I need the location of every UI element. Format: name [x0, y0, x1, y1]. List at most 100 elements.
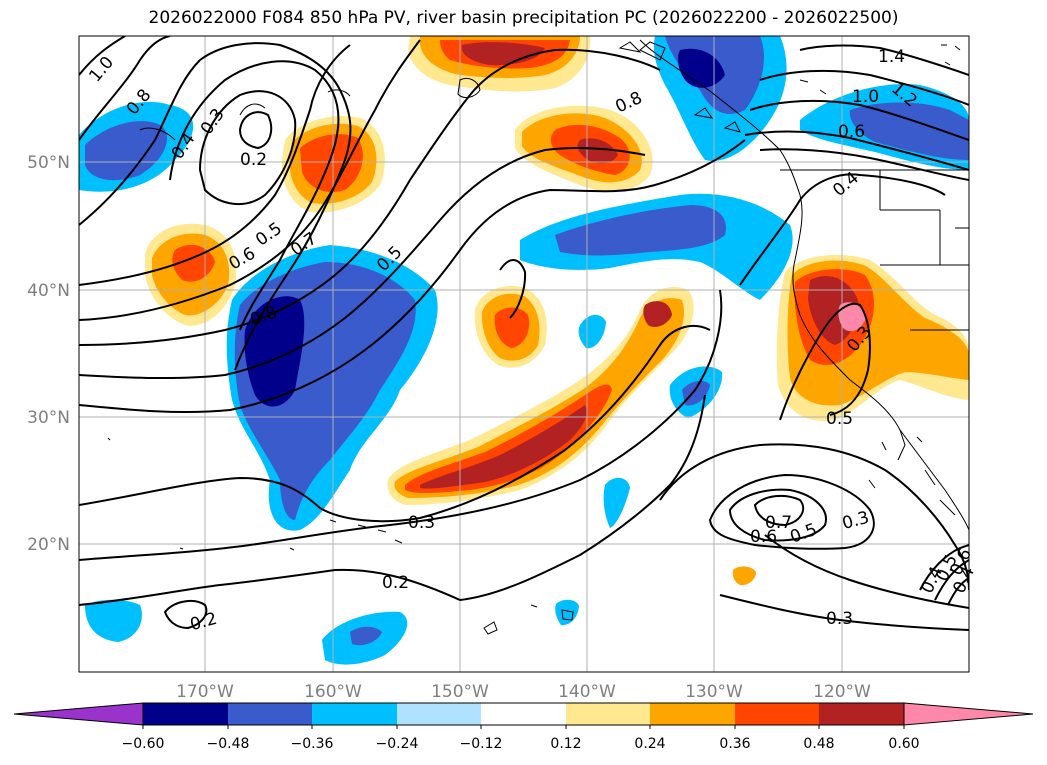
contour-line [163, 599, 208, 630]
negative-anomalies [79, 36, 969, 665]
colorbar-frame [142, 702, 905, 726]
contour-line [759, 69, 969, 106]
lat-label: 20°N [27, 535, 70, 555]
colorbar-segment [312, 703, 397, 725]
contour-label: 0.3 [408, 513, 435, 533]
contour-line [79, 36, 126, 76]
pos-region-top-core [461, 42, 545, 66]
contour-line [79, 44, 351, 286]
colorbar-segment [228, 703, 312, 725]
colorbar-tick-label: 0.12 [550, 736, 581, 752]
lat-label: 50°N [27, 153, 70, 173]
colorbar-tick-label: −0.48 [207, 736, 250, 752]
lat-axis-labels: 50°N 40°N 30°N 20°N [27, 153, 70, 555]
lon-label: 150°W [431, 682, 489, 702]
contour-line [79, 394, 706, 606]
pos-region-band-core [420, 405, 587, 489]
contour-line [753, 494, 805, 527]
lon-label: 170°W [176, 682, 234, 702]
plot-title: 2026022000 F084 850 hPa PV, river basin … [148, 8, 899, 28]
colorbar-extend-high [903, 702, 1034, 726]
contour-line [659, 443, 969, 591]
contour-line [759, 148, 969, 181]
contour-line [79, 39, 421, 321]
contour-line [169, 60, 340, 331]
colorbar-segment [650, 703, 735, 725]
pv-contours [79, 36, 969, 631]
contour-label: 1.0 [852, 87, 879, 107]
contour-line [728, 488, 827, 542]
contour-label: 0.5 [826, 409, 853, 429]
lon-label: 130°W [685, 682, 743, 702]
contour-label: 1.4 [878, 47, 905, 67]
contour-line [779, 302, 871, 421]
colorbar-segment [481, 703, 566, 725]
pos-region-band-core-outer [405, 384, 612, 494]
neg-region-small-6 [555, 599, 579, 626]
colorbar-tick-label: −0.60 [122, 736, 165, 752]
contour-line [708, 473, 875, 550]
colorbar-segment [143, 703, 228, 725]
colorbar-tick-label: 0.48 [803, 736, 834, 752]
neg-region-ne [849, 102, 969, 160]
contour-line [744, 130, 969, 171]
colorbar-tick-label: 0.60 [888, 736, 919, 752]
contour-label: 0.6 [750, 527, 777, 547]
colorbar-segment [397, 703, 481, 725]
colorbar-extend-low [13, 702, 144, 726]
map-frame [78, 35, 970, 673]
neg-region-small-4 [85, 599, 142, 642]
neg-region-alaska-core [677, 48, 725, 88]
contour-line [749, 99, 969, 141]
neg-region-small-2 [578, 314, 606, 349]
neg-region-small-3 [603, 477, 630, 528]
precip-shading [79, 36, 969, 665]
lon-label: 160°W [304, 682, 362, 702]
pos-region-north-core [300, 134, 363, 192]
lon-label: 140°W [558, 682, 616, 702]
contour-line [79, 42, 352, 371]
colorbar-segment [735, 703, 819, 725]
contour-line [79, 146, 646, 380]
contour-line [764, 534, 969, 609]
colorbar-tick-label: −0.24 [376, 736, 419, 752]
pos-region-nw-core [172, 244, 215, 282]
lat-label: 40°N [27, 281, 70, 301]
lon-label: 120°W [813, 682, 871, 702]
contour-label: 0.2 [240, 150, 267, 170]
pos-region-band-north-blob [643, 301, 672, 327]
pos-region-california-peak [838, 302, 866, 332]
colorbar: −0.60 −0.48 −0.36 −0.24 −0.12 0.12 0.24 … [13, 702, 1034, 752]
contour-line [739, 173, 946, 286]
contour-line [198, 90, 297, 206]
contour-label: 0.7 [765, 513, 792, 533]
contour-line [79, 36, 171, 141]
positive-anomalies [145, 36, 969, 586]
neg-region-small-5-core [350, 626, 382, 646]
contour-label: 0.2 [382, 573, 409, 593]
neg-region-central-west-core [244, 296, 305, 407]
contour-line [934, 559, 969, 601]
map-area: 1.0 0.8 0.3 0.4 0.2 0.5 0.7 0.6 0.5 0.8 … [78, 35, 979, 673]
contour-line [799, 44, 969, 76]
contour-line [238, 111, 273, 150]
neg-region-mid-band [555, 205, 726, 256]
colorbar-tick-label: −0.36 [291, 736, 334, 752]
contour-label: 0.6 [838, 122, 865, 142]
contour-line [947, 577, 969, 606]
colorbar-tick-label: 0.24 [634, 736, 665, 752]
neg-region-small-1-core [682, 380, 710, 406]
contour-label: 0.3 [826, 609, 853, 629]
pos-region-center-round-core [494, 307, 530, 348]
coastlines [107, 39, 969, 635]
colorbar-tick-label: 0.36 [719, 736, 750, 752]
colorbar-tick-label: −0.12 [460, 736, 503, 752]
contour-line [919, 544, 969, 591]
pos-region-band-outer [387, 286, 694, 505]
colorbar-segment [819, 703, 904, 725]
pos-region-upper-mid-core [577, 138, 618, 164]
contour-line [79, 325, 711, 523]
colorbar-segment [566, 703, 650, 725]
contour-line [79, 48, 661, 346]
